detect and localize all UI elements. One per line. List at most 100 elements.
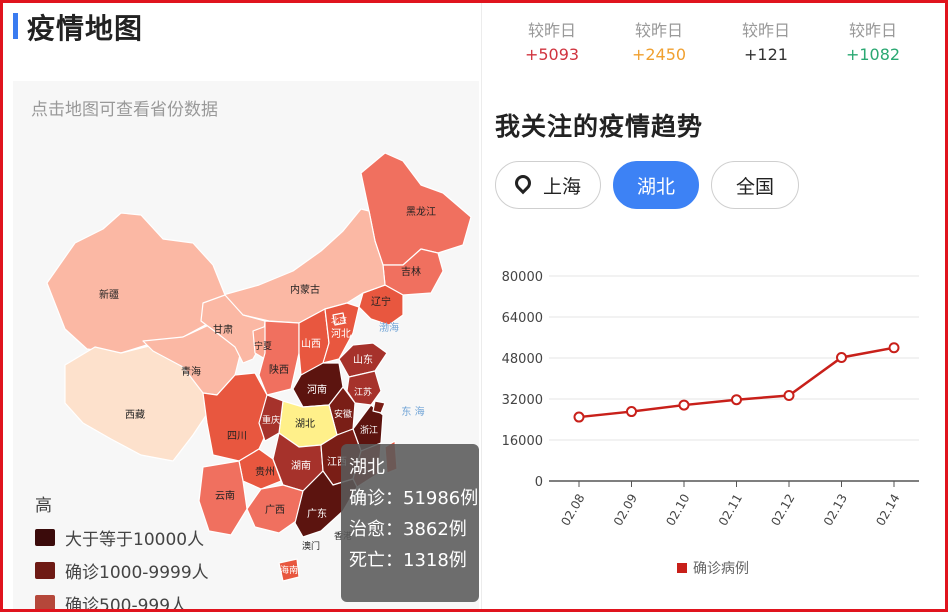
label-hainan: 海南 — [280, 564, 298, 576]
y-tick-label: 0 — [535, 475, 543, 490]
label-hebei: 河北 — [331, 328, 351, 340]
tooltip-province: 湖北 — [349, 457, 385, 478]
label-neimenggu: 内蒙古 — [290, 283, 320, 296]
label-liaoning: 辽宁 — [371, 295, 391, 308]
stat-value: +5093 — [524, 45, 580, 64]
legend-item-3: 确诊500-999人 — [35, 591, 188, 612]
tooltip-cured: 治愈：3862例 — [349, 519, 467, 540]
page-title: 疫情地图 — [27, 12, 144, 45]
data-point[interactable] — [783, 389, 795, 401]
label-anhui: 安徽 — [334, 408, 352, 420]
label-shandong: 山东 — [353, 353, 373, 366]
pill-shanghai[interactable]: 上海 — [495, 161, 601, 209]
label-qinghai: 青海 — [181, 365, 201, 378]
stat-value: +121 — [744, 45, 788, 64]
trend-section: 较昨日 +5093 较昨日 +2450 较昨日 +121 较昨日 +1082 我… — [479, 3, 945, 609]
pill-label: 全国 — [735, 175, 774, 198]
region-shaanxi[interactable] — [258, 320, 300, 396]
stat-cured: 较昨日 +1082 — [828, 17, 918, 64]
stat-label: 较昨日 — [527, 21, 576, 40]
region-chongqing[interactable] — [258, 394, 284, 442]
y-tick-label: 48000 — [502, 352, 543, 367]
label-henan: 河南 — [307, 383, 327, 396]
epidemic-map-section: 疫情地图 点击地图可查看省份数据 — [3, 3, 479, 609]
y-tick-label: 80000 — [502, 270, 543, 285]
data-point[interactable] — [731, 394, 742, 406]
region-shanghai[interactable] — [372, 400, 386, 414]
data-point[interactable] — [888, 342, 900, 354]
x-tick-label: 02.09 — [611, 492, 640, 529]
title-accent-bar — [13, 13, 18, 39]
region-xizang[interactable] — [64, 344, 210, 462]
data-point[interactable] — [836, 351, 847, 363]
legend-swatch-2 — [35, 562, 55, 579]
x-tick-label: 02.14 — [873, 492, 902, 529]
label-chongqing: 重庆 — [262, 414, 280, 426]
legend-swatch-3 — [35, 595, 55, 609]
legend-swatch-1 — [35, 529, 55, 546]
x-tick-label: 02.11 — [716, 492, 745, 529]
region-beijing[interactable] — [332, 312, 346, 326]
x-tick-label: 02.12 — [768, 492, 797, 529]
region-gansu[interactable] — [200, 294, 266, 364]
pill-hubei[interactable]: 湖北 — [613, 161, 699, 209]
label-shaanxi: 陕西 — [269, 363, 289, 376]
panel-divider — [481, 3, 482, 609]
stat-label: 较昨日 — [741, 21, 790, 40]
label-aomen: 澳门 — [302, 540, 320, 552]
label-xizang: 西藏 — [125, 409, 145, 421]
label-sichuan: 四川 — [227, 431, 247, 442]
label-shanxi: 山西 — [301, 338, 321, 350]
stat-label: 较昨日 — [634, 21, 683, 40]
data-point[interactable] — [678, 399, 690, 411]
label-hubei: 湖北 — [295, 418, 315, 430]
label-guizhou: 贵州 — [255, 465, 275, 478]
x-tick-label: 02.08 — [558, 492, 587, 529]
legend-title: 高 — [35, 496, 52, 516]
y-tick-label: 64000 — [502, 311, 543, 326]
label-gansu: 甘肃 — [213, 323, 233, 336]
legend-label-2: 确诊1000-9999人 — [65, 563, 209, 583]
label-beijing: 北京 — [331, 315, 347, 325]
legend-swatch-confirmed — [677, 563, 687, 573]
tooltip-deaths: 死亡：1318例 — [349, 550, 467, 571]
stat-value: +2450 — [631, 45, 687, 64]
stat-label: 较昨日 — [848, 21, 897, 40]
map-hint: 点击地图可查看省份数据 — [31, 100, 218, 120]
region-liaoning[interactable] — [358, 284, 404, 326]
data-point[interactable] — [626, 406, 637, 418]
y-tick-label: 16000 — [502, 434, 543, 449]
label-xinjiang: 新疆 — [99, 288, 119, 301]
trend-title: 我关注的疫情趋势 — [495, 112, 704, 141]
pill-national[interactable]: 全国 — [711, 161, 799, 209]
label-guangdong: 广东 — [307, 507, 327, 520]
label-guangxi: 广西 — [265, 504, 285, 516]
trend-chart: 0 16000 32000 48000 64000 80000 02.08 02.09 02.… — [502, 270, 919, 577]
label-donghai: 东 海 — [401, 405, 424, 418]
label-zhejiang: 浙江 — [360, 424, 378, 436]
x-tick-label: 02.10 — [663, 492, 692, 529]
y-tick-label: 32000 — [502, 393, 543, 408]
legend-label-3: 确诊500-999人 — [65, 596, 188, 612]
stat-value: +1082 — [845, 45, 901, 64]
data-point[interactable] — [573, 411, 585, 423]
label-bohai: 渤海 — [379, 321, 399, 334]
stat-suspected: 较昨日 +2450 — [614, 17, 704, 64]
pill-label: 上海 — [542, 175, 581, 198]
legend-item-2: 确诊1000-9999人 — [35, 558, 209, 583]
x-tick-label: 02.13 — [821, 492, 850, 529]
label-ningxia: 宁夏 — [254, 340, 272, 352]
label-hunan: 湖南 — [291, 459, 311, 472]
stat-deaths: 较昨日 +121 — [721, 17, 811, 64]
tooltip-confirmed: 确诊：51986例 — [349, 488, 479, 509]
label-jilin: 吉林 — [401, 265, 421, 278]
label-heilongjiang: 黑龙江 — [406, 205, 436, 218]
label-jiangsu: 江苏 — [354, 386, 372, 398]
region-yunnan[interactable] — [198, 460, 248, 536]
region-hebei[interactable] — [322, 302, 360, 364]
label-yunnan: 云南 — [215, 489, 235, 502]
region-hainan[interactable] — [278, 558, 300, 582]
china-map[interactable]: 黑龙江 吉林 辽宁 内蒙古 新疆 西藏 青海 甘肃 宁夏 陕西 山西 河北 北京… — [3, 3, 479, 609]
legend-label-1: 大于等于10000人 — [65, 530, 205, 550]
